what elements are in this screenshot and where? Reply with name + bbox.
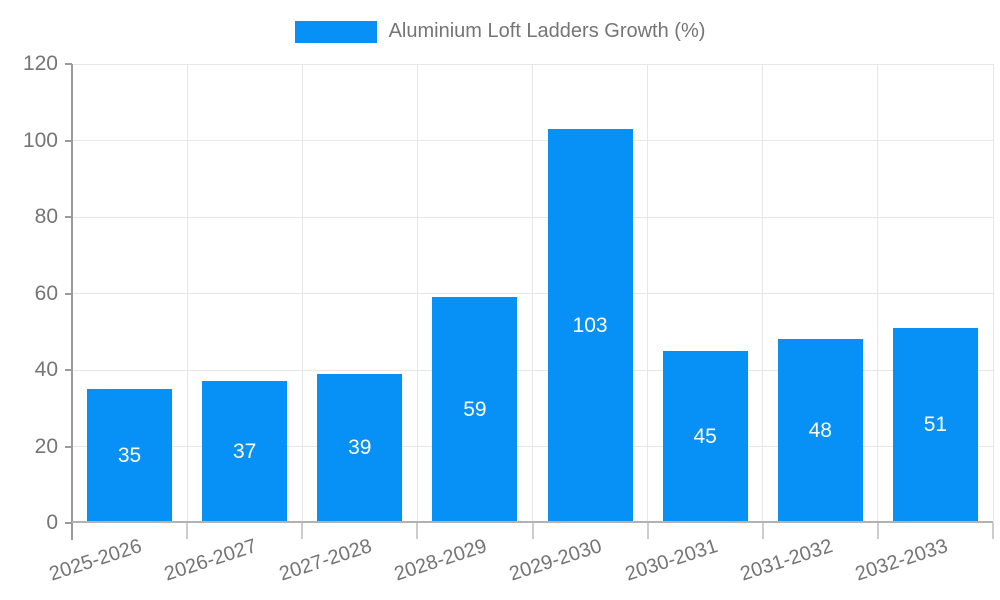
x-tick-mark [531,523,534,539]
x-tick-mark [186,523,189,539]
y-axis-line [71,64,73,540]
x-tick-mark [992,523,994,539]
gridline-v [992,64,994,523]
bar: 39 [317,373,403,523]
y-axis-tick-label: 0 [46,511,58,534]
y-axis-tick-label: 60 [34,281,58,305]
y-tick-mark [65,292,72,295]
x-axis-tick-label: 2026-2027 [161,535,260,586]
bar: 48 [777,339,863,523]
bar: 45 [662,350,748,523]
legend: Aluminium Loft Ladders Growth (%) [0,20,1000,43]
gridline-v [301,64,303,523]
bar-value-label: 39 [348,436,372,460]
y-tick-mark [65,445,72,448]
bar: 51 [892,327,978,523]
bar-value-label: 37 [233,440,257,464]
bar-value-label: 48 [808,419,832,443]
y-tick-mark [65,369,72,371]
bar: 59 [432,297,518,523]
legend-label: Aluminium Loft Ladders Growth (%) [388,20,706,42]
bar-value-label: 51 [923,413,948,437]
y-axis-tick-label: 40 [34,358,58,381]
y-axis-tick-label: 80 [34,205,58,228]
gridline-v [416,64,418,523]
x-axis-tick-label: 2028-2029 [391,535,490,586]
x-axis-tick-label: 2027-2028 [276,535,375,586]
y-tick-mark [65,63,72,65]
x-tick-mark [301,523,304,539]
x-tick-mark [416,523,419,539]
x-axis-line [72,521,993,523]
bar: 103 [547,129,633,523]
bar: 37 [202,381,288,523]
x-tick-mark [876,523,879,539]
y-tick-mark [65,216,72,218]
x-tick-mark [761,523,764,539]
gridline-v [877,64,879,523]
x-axis-tick-label: 2025-2026 [46,535,145,586]
x-axis-tick-label: 2032-2033 [852,535,951,586]
x-tick-mark [646,523,649,539]
gridline-v [762,64,764,523]
legend-swatch [294,20,377,43]
y-axis-tick-label: 20 [34,434,58,458]
bar: 35 [87,389,173,523]
bar-value-label: 59 [463,398,487,422]
x-axis-tick-label: 2029-2030 [507,535,605,586]
gridline-v [647,64,649,523]
bar-value-label: 103 [572,314,608,337]
bar-value-label: 45 [693,424,717,448]
bar-value-label: 35 [117,444,142,468]
x-axis-tick-label: 2031-2032 [737,535,836,586]
y-axis-tick-label: 120 [22,52,58,75]
y-tick-mark [65,139,72,142]
x-axis-tick-label: 2030-2031 [622,535,720,586]
gridline-v [532,64,533,523]
gridline-v [186,64,188,523]
y-axis-tick-label: 100 [22,128,58,152]
y-tick-mark [65,522,72,524]
